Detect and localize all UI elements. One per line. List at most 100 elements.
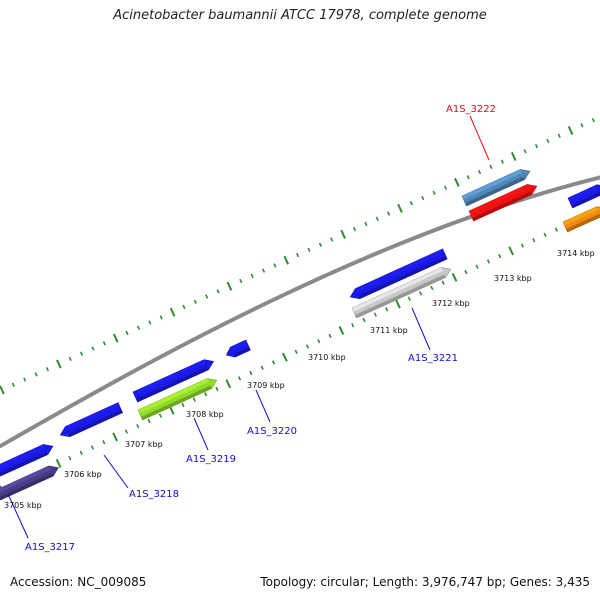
gene-label-a1s-3218[interactable]: A1S_3218 (129, 489, 179, 500)
outer-tick (11, 382, 15, 387)
gene-label-connectors (7, 115, 490, 539)
gene-feature[interactable] (461, 166, 532, 207)
inner-tick (430, 285, 434, 291)
topology-stats-text: Topology: circular; Length: 3,976,747 bp… (260, 575, 590, 589)
outer-tick (226, 281, 233, 291)
gene-feature[interactable] (224, 339, 251, 360)
inner-tick (260, 365, 264, 370)
gene-label-a1s-3217[interactable]: A1S_3217 (25, 542, 75, 553)
gene-feature[interactable] (0, 463, 61, 501)
outer-tick (68, 356, 72, 362)
inner-tick (464, 269, 468, 275)
outer-tick (534, 143, 539, 149)
inner-tick (225, 379, 232, 389)
inner-tick (90, 445, 95, 450)
outer-tick (216, 289, 220, 294)
outer-tick (421, 195, 425, 201)
outer-tick (557, 133, 561, 138)
outer-tick (580, 123, 584, 128)
inner-tick (362, 317, 366, 323)
kbp-label: 3712 kbp (432, 299, 470, 308)
inner-tick (124, 429, 129, 434)
gene-label-a1s-3222[interactable]: A1S_3222 (446, 104, 496, 115)
label-connector (469, 115, 490, 161)
inner-tick (338, 326, 345, 336)
feature-track (0, 166, 600, 501)
gene-label-a1s-3221[interactable]: A1S_3221 (408, 353, 458, 364)
gene-label-a1s-3220[interactable]: A1S_3220 (247, 426, 297, 437)
inner-tick (238, 376, 242, 381)
inner-tick (395, 299, 401, 309)
gene-feature[interactable] (137, 375, 219, 421)
outer-tick (159, 315, 163, 320)
inner-tick (271, 360, 276, 365)
outer-tick (102, 341, 106, 346)
inner-tick (508, 246, 514, 256)
outer-tick (296, 252, 300, 258)
outer-tick (591, 117, 595, 123)
outer-tick (523, 149, 527, 154)
kbp-label: 3714 kbp (557, 249, 595, 258)
outer-tick (261, 268, 266, 273)
outer-tick (318, 242, 322, 247)
outer-tick (273, 263, 277, 268)
inner-tick (351, 323, 355, 328)
inner-tick (204, 392, 208, 397)
inner-tick (181, 402, 185, 408)
kbp-label: 3713 kbp (494, 274, 532, 283)
outer-tick (432, 190, 436, 195)
inner-tick (282, 352, 288, 362)
inner-tick (294, 349, 298, 354)
inner-tick (136, 424, 140, 429)
genome-title: Acinetobacter baumannii ATCC 17978, comp… (113, 8, 487, 23)
outer-tick (0, 385, 5, 395)
outer-tick (510, 151, 517, 161)
inner-tick (192, 397, 196, 402)
gene-feature[interactable] (58, 402, 124, 440)
outer-tick (182, 304, 186, 310)
inner-tick (305, 344, 310, 349)
kbp-label: 3708 kbp (186, 410, 224, 419)
gene-feature[interactable] (132, 356, 216, 403)
label-connector (411, 307, 431, 351)
outer-tick (193, 299, 197, 304)
outer-tick (250, 273, 254, 278)
outer-tick-ring (0, 117, 595, 395)
outer-tick (546, 138, 550, 144)
outer-tick (80, 351, 84, 356)
inner-tick (385, 307, 389, 312)
genome-backbone (0, 175, 600, 449)
label-connector (255, 389, 271, 423)
gene-feature[interactable] (0, 441, 55, 477)
inner-tick (249, 370, 253, 376)
outer-tick (56, 359, 62, 369)
kbp-label: 3710 kbp (308, 353, 346, 362)
outer-tick (330, 237, 334, 242)
outer-tick (466, 175, 470, 180)
inner-tick (543, 232, 547, 238)
outer-tick (307, 247, 311, 253)
inner-tick (68, 455, 72, 461)
outer-tick (340, 229, 346, 239)
gene-feature[interactable] (351, 264, 453, 319)
gene-feature[interactable] (348, 248, 448, 302)
inner-tick (451, 272, 458, 282)
outer-tick (125, 330, 129, 336)
outer-tick (454, 177, 460, 187)
kbp-label: 3711 kbp (370, 326, 408, 335)
outer-tick (478, 169, 482, 175)
gene-label-a1s-3219[interactable]: A1S_3219 (186, 454, 236, 465)
kbp-label: 3707 kbp (125, 440, 163, 449)
gene-feature[interactable] (562, 203, 600, 233)
outer-tick (45, 367, 50, 372)
outer-tick (409, 201, 413, 206)
inner-tick (441, 280, 445, 285)
inner-tick (328, 333, 332, 339)
gene-feature[interactable] (468, 181, 539, 222)
outer-tick (23, 377, 27, 382)
inner-tick (532, 238, 536, 243)
outer-tick (169, 307, 176, 317)
gene-feature[interactable] (567, 181, 600, 209)
inner-tick (158, 413, 162, 418)
